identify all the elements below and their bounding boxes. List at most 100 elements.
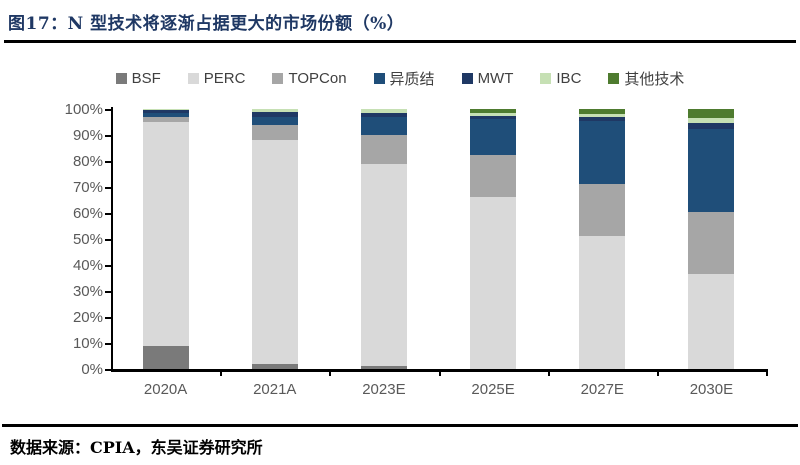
bar-segment-IBC — [579, 114, 626, 117]
y-tick-label: 20% — [72, 309, 103, 326]
bar-segment-异质结 — [688, 128, 735, 212]
bar-segment-TOPCon — [142, 116, 189, 122]
legend-label: IBC — [556, 70, 582, 87]
data-source-note: 数据来源：CPIA，东吴证券研究所 — [10, 438, 263, 457]
bar-segment-异质结 — [142, 112, 189, 117]
bar-segment-BSF — [360, 366, 407, 369]
legend-swatch-icon — [373, 73, 385, 84]
legend-swatch-icon — [115, 73, 127, 84]
bar-segment-TOPCon — [360, 135, 407, 164]
y-tick-label: 10% — [72, 335, 103, 352]
bar-segment-IBC — [688, 118, 735, 124]
bar-segment-TOPCon — [688, 211, 735, 275]
bar-segment-IBC — [142, 109, 189, 111]
stacked-bar — [470, 109, 517, 369]
legend-swatch-icon — [540, 73, 552, 84]
bar-segment-异质结 — [360, 116, 407, 136]
stacked-bar-chart: 100% 90% 80% 70% 60% 50% 40% 30% 20% 10% 0% 2020A 20… — [0, 95, 800, 411]
bar-segment-BSF — [251, 363, 298, 369]
x-axis-tick — [438, 369, 441, 376]
y-axis-tick — [105, 213, 111, 215]
x-category-label: 2020A — [143, 381, 188, 398]
y-axis-tick — [105, 187, 111, 189]
bar-segment-BSF — [142, 346, 189, 369]
legend-item: PERC — [187, 70, 246, 87]
legend-item: TOPCon — [272, 70, 347, 87]
legend-label: MWT — [477, 70, 514, 87]
bar-segment-TOPCon — [251, 124, 298, 141]
bar-segment-异质结 — [579, 120, 626, 185]
legend-swatch-icon — [272, 73, 284, 84]
legend-label: 其他技术 — [624, 71, 685, 88]
legend-item: IBC — [540, 70, 581, 87]
x-axis-tick — [656, 369, 659, 376]
x-axis-tick — [766, 369, 768, 376]
y-axis-tick — [105, 135, 111, 137]
y-axis-tick — [105, 369, 111, 371]
stacked-bar — [360, 109, 407, 369]
x-category-label: 2023E — [362, 381, 406, 398]
legend-item: BSF — [115, 70, 161, 87]
y-tick-label: 60% — [72, 205, 103, 222]
y-tick-label: 0% — [81, 361, 103, 378]
x-category-label: 2027E — [580, 381, 624, 398]
bar-segment-PERC — [142, 121, 189, 347]
y-tick-label: 70% — [72, 179, 103, 196]
legend-label: BSF — [131, 70, 161, 87]
y-axis-tick — [105, 239, 111, 241]
y-tick-label: 90% — [72, 127, 103, 144]
bar-segment-MWT — [470, 115, 517, 120]
bar-segment-PERC — [470, 197, 517, 369]
y-axis-tick — [105, 161, 111, 163]
bar-segment-其他技术 — [470, 109, 517, 113]
stacked-bar — [688, 109, 735, 369]
x-category-label: 2025E — [471, 381, 515, 398]
bar-segment-IBC — [470, 112, 517, 116]
legend-item: MWT — [461, 70, 514, 87]
bar-segment-PERC — [251, 140, 298, 364]
y-axis-tick — [105, 317, 111, 319]
chart-legend: BSF PERC TOPCon 异质结 MWT IBC 其他技术 — [0, 68, 800, 89]
y-axis-tick — [105, 265, 111, 267]
legend-label: PERC — [203, 70, 246, 87]
legend-label: TOPCon — [288, 70, 347, 87]
stacked-bar — [579, 109, 626, 369]
legend-item: 异质结 — [373, 68, 435, 89]
footer-divider-rule — [2, 424, 798, 427]
title-divider-rule — [4, 40, 796, 43]
y-axis-tick — [105, 109, 111, 111]
bar-segment-MWT — [251, 111, 298, 117]
legend-item: 其他技术 — [608, 68, 684, 89]
x-axis-tick — [547, 369, 550, 376]
legend-swatch-icon — [608, 73, 620, 84]
y-tick-label: 40% — [72, 257, 103, 274]
bar-segment-MWT — [688, 123, 735, 129]
legend-label: 异质结 — [389, 71, 435, 88]
bar-segment-MWT — [142, 110, 189, 113]
legend-swatch-icon — [461, 73, 473, 84]
x-category-label: 2030E — [689, 381, 734, 398]
bar-segment-IBC — [360, 109, 407, 113]
bar-segment-异质结 — [251, 116, 298, 125]
y-axis-tick — [105, 291, 111, 293]
y-tick-label: 80% — [72, 153, 103, 170]
bar-segment-MWT — [579, 116, 626, 121]
x-axis-tick — [220, 369, 223, 376]
bar-segment-其他技术 — [579, 109, 626, 115]
stacked-bar — [251, 109, 298, 369]
y-tick-label: 100% — [64, 101, 103, 118]
figure-title: 图17：N 型技术将逐渐占据更大的市场份额（%） — [8, 14, 405, 34]
y-axis — [111, 107, 113, 371]
stacked-bar — [142, 109, 189, 369]
bar-segment-PERC — [688, 274, 735, 369]
bar-segment-MWT — [360, 112, 407, 117]
y-tick-label: 30% — [72, 283, 103, 300]
y-axis-tick — [105, 343, 111, 345]
bar-segment-TOPCon — [579, 184, 626, 237]
bar-segment-其他技术 — [688, 109, 735, 119]
bar-segment-异质结 — [470, 119, 517, 155]
bar-segment-PERC — [579, 236, 626, 369]
x-category-label: 2021A — [253, 381, 297, 398]
bar-segment-IBC — [251, 109, 298, 112]
